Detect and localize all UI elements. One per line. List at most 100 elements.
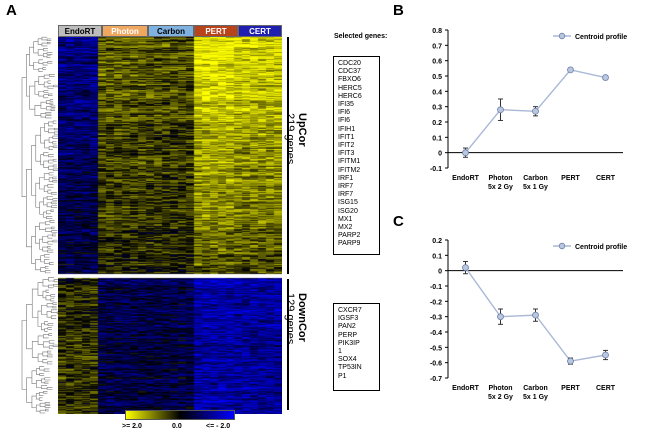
data-point bbox=[532, 311, 539, 319]
upcor-gene: HERC6 bbox=[338, 92, 362, 100]
upcor-gene: CDC20 bbox=[338, 60, 361, 67]
upcor-gene: CDC37 bbox=[338, 68, 361, 76]
upcor-gene: MX1 bbox=[338, 215, 353, 223]
downcor-gene: PIK3IP bbox=[338, 339, 360, 347]
group-header-pert: PERT bbox=[194, 25, 238, 37]
upcor-gene: IFI6 bbox=[338, 109, 351, 117]
group-label-pert: PERT bbox=[205, 27, 227, 36]
data-point bbox=[567, 357, 574, 365]
centroid-chart-downcor: -0.7 -0.6 -0.5 -0.4 -0.3 -0.2 -0.1 0 0.1 0.2 EndoR… bbox=[430, 238, 627, 401]
x-tick-label: Photon bbox=[488, 175, 512, 182]
downcor-gene: TP53IN bbox=[338, 364, 362, 372]
upcor-gene: IFIH1 bbox=[338, 125, 356, 133]
upcor-name: UpCor bbox=[296, 113, 308, 147]
legend-label: Centroid profile bbox=[575, 34, 627, 41]
y-tick-label: 0.4 bbox=[432, 89, 442, 96]
upcor-gene-list: CDC20 CDC37 FBXO6 HERC5 HERC6 IFI35 IFI6 IFI6 IF… bbox=[333, 56, 380, 255]
upcor-gene: IFI35 bbox=[338, 101, 354, 109]
y-tick-label: -0.5 bbox=[430, 345, 442, 352]
group-header-carbon: Carbon bbox=[148, 25, 194, 37]
data-point bbox=[497, 106, 504, 114]
downcor-gene: CXCR7 bbox=[338, 307, 362, 314]
legend-low-label: <= - 2.0 bbox=[206, 423, 231, 430]
downcor-count: 129 genes bbox=[284, 293, 296, 345]
y-tick-label: 0.2 bbox=[432, 238, 442, 245]
panel-letter-a: A bbox=[6, 2, 17, 19]
y-tick-label: -0.1 bbox=[430, 284, 442, 291]
data-point bbox=[567, 66, 574, 74]
downcor-name: DownCor bbox=[296, 293, 308, 342]
downcor-gene: SOX4 bbox=[338, 356, 357, 364]
x-tick-label: Carbon bbox=[523, 175, 548, 182]
y-tick-label: -0.1 bbox=[430, 166, 442, 173]
y-tick-label: -0.4 bbox=[430, 330, 442, 337]
x-tick-label: 5x 2 Gy bbox=[488, 394, 513, 401]
y-tick-label: 0.8 bbox=[432, 28, 442, 35]
panel-letter-c: C bbox=[393, 213, 404, 230]
upcor-label: UpCor bbox=[296, 113, 308, 147]
y-tick-label: 0.3 bbox=[432, 105, 442, 112]
downcor-gene: IGSF3 bbox=[338, 315, 359, 323]
downcor-gene: 1 bbox=[338, 348, 342, 356]
upcor-gene: IRF7 bbox=[338, 183, 354, 191]
upcor-gene: IFIT2 bbox=[338, 142, 355, 150]
y-tick-label: 0 bbox=[438, 269, 442, 276]
upcor-gene: PARP9 bbox=[338, 240, 361, 248]
y-tick-label: -0.3 bbox=[430, 315, 442, 322]
x-tick-label: 5x 1 Gy bbox=[523, 184, 548, 191]
y-tick-label: -0.7 bbox=[430, 376, 442, 383]
x-tick-label: 5x 1 Gy bbox=[523, 394, 548, 401]
upcor-gene: FBXO6 bbox=[338, 76, 361, 84]
upcor-gene: IRF1 bbox=[338, 174, 354, 182]
y-tick-label: -0.6 bbox=[430, 361, 442, 368]
x-tick-label: PERT bbox=[561, 385, 580, 392]
downcor-gene: PERP bbox=[338, 331, 358, 339]
downcor-bracket bbox=[287, 279, 289, 410]
x-tick-label: PERT bbox=[561, 175, 580, 182]
x-tick-label: Photon bbox=[488, 385, 512, 392]
x-tick-label: EndoRT bbox=[452, 385, 480, 392]
legend-high-label: >= 2.0 bbox=[122, 423, 142, 430]
upcor-gene: IFIT3 bbox=[338, 150, 355, 158]
color-scale-bar bbox=[125, 410, 235, 420]
group-label-endort: EndoRT bbox=[64, 27, 96, 36]
selected-genes-title: Selected genes: bbox=[334, 33, 388, 40]
data-point bbox=[602, 351, 609, 359]
upcor-gene: MX2 bbox=[338, 224, 353, 232]
dendrogram bbox=[21, 36, 58, 414]
y-tick-label: 0.6 bbox=[432, 59, 442, 66]
upcor-gene: IFIT1 bbox=[338, 133, 355, 141]
downcor-gene: P1 bbox=[338, 372, 347, 380]
downcor-label: DownCor bbox=[296, 293, 308, 342]
y-tick-label: 0.1 bbox=[432, 135, 442, 142]
upcor-gene: ISG20 bbox=[338, 207, 358, 215]
upcor-gene: IFI6 bbox=[338, 117, 351, 125]
legend-marker bbox=[558, 242, 566, 250]
downcor-gene: PAN2 bbox=[338, 323, 356, 331]
group-header-endort: EndoRT bbox=[58, 25, 102, 37]
centroid-chart-upcor: -0.1 0 0.1 0.2 0.3 0.4 0.5 0.6 0.7 0.8 EndoRT Photo… bbox=[430, 28, 627, 191]
x-tick-label: Carbon bbox=[523, 385, 548, 392]
x-tick-label: EndoRT bbox=[452, 175, 480, 182]
group-header-photon: Photon bbox=[102, 25, 148, 37]
group-label-cert: CERT bbox=[249, 27, 271, 36]
y-tick-label: 0 bbox=[438, 151, 442, 158]
downcor-gene-list: CXCR7 IGSF3 PAN2 PERP PIK3IP 1 SOX4 TP53IN P1 bbox=[333, 303, 380, 391]
upcor-gene: HERC5 bbox=[338, 84, 362, 92]
data-point bbox=[497, 313, 504, 321]
x-tick-label: 5x 2 Gy bbox=[488, 184, 513, 191]
upcor-gene: IRF7 bbox=[338, 191, 354, 199]
x-tick-label: CERT bbox=[596, 385, 616, 392]
group-label-carbon: Carbon bbox=[157, 27, 185, 36]
upcor-gene: PARP2 bbox=[338, 232, 361, 240]
y-tick-label: 0.7 bbox=[432, 43, 442, 50]
upcor-bracket bbox=[287, 37, 289, 274]
data-point bbox=[532, 107, 539, 115]
upcor-gene: ISG15 bbox=[338, 199, 358, 207]
data-point bbox=[602, 74, 609, 81]
upcor-gene: IFITM2 bbox=[338, 166, 361, 174]
data-point bbox=[462, 264, 469, 271]
y-tick-label: 0.5 bbox=[432, 74, 442, 81]
legend-label: Centroid profile bbox=[575, 244, 627, 251]
group-label-photon: Photon bbox=[111, 27, 139, 36]
